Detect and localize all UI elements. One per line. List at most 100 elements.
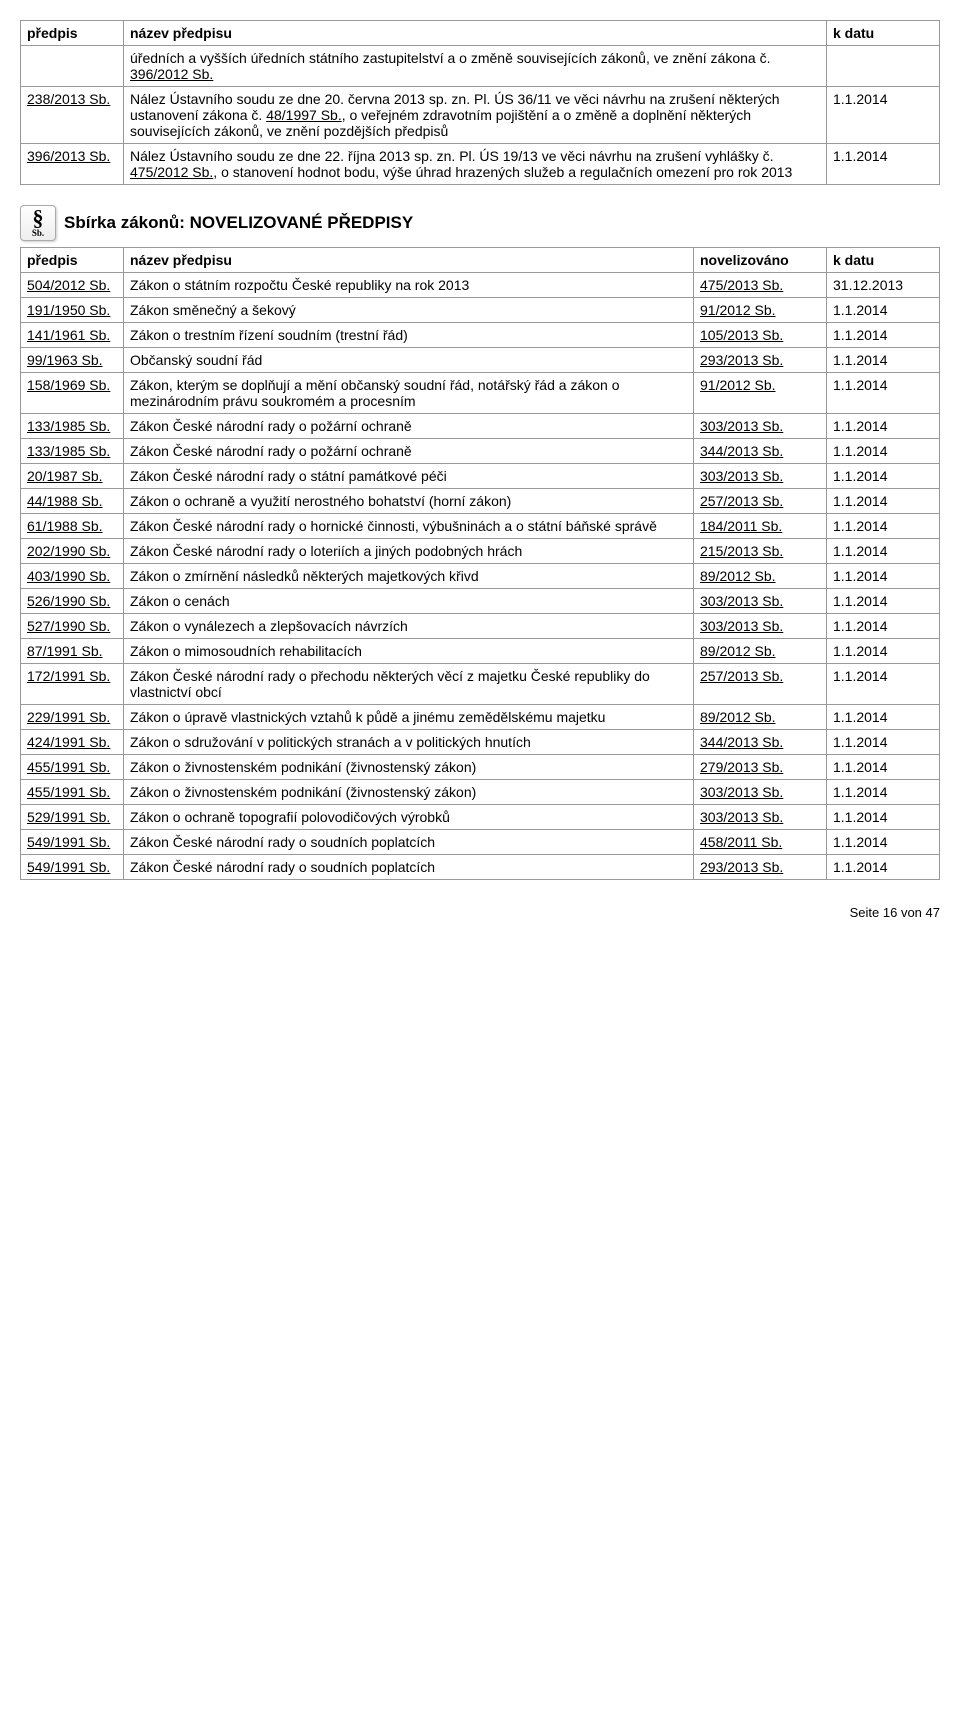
novel-link[interactable]: 91/2012 Sb. [700, 377, 776, 393]
cell-datum: 1.1.2014 [827, 664, 940, 705]
cell-nazev: Občanský soudní řád [124, 348, 694, 373]
inline-link[interactable]: 396/2012 Sb. [130, 66, 213, 82]
predpis-link[interactable]: 455/1991 Sb. [27, 759, 110, 775]
predpis-link[interactable]: 527/1990 Sb. [27, 618, 110, 634]
cell-novel: 293/2013 Sb. [694, 348, 827, 373]
cell-predpis: 403/1990 Sb. [21, 564, 124, 589]
predpis-link[interactable]: 61/1988 Sb. [27, 518, 103, 534]
cell-predpis: 20/1987 Sb. [21, 464, 124, 489]
page-number: Seite 16 von 47 [850, 905, 940, 920]
novel-link[interactable]: 184/2011 Sb. [700, 518, 782, 534]
cell-nazev: Nález Ústavního soudu ze dne 22. října 2… [124, 144, 827, 185]
cell-nazev: Zákon o mimosoudních rehabilitacích [124, 639, 694, 664]
cell-datum: 1.1.2014 [827, 373, 940, 414]
novel-link[interactable]: 279/2013 Sb. [700, 759, 783, 775]
predpis-link[interactable]: 191/1950 Sb. [27, 302, 110, 318]
novel-link[interactable]: 293/2013 Sb. [700, 352, 783, 368]
cell-nazev: Zákon o vynálezech a zlepšovacích návrzí… [124, 614, 694, 639]
table-row: 403/1990 Sb.Zákon o zmírnění následků ně… [21, 564, 940, 589]
table-row: 527/1990 Sb. Zákon o vynálezech a zlepšov… [21, 614, 940, 639]
table-row: 133/1985 Sb.Zákon České národní rady o p… [21, 439, 940, 464]
novel-link[interactable]: 303/2013 Sb. [700, 593, 783, 609]
cell-predpis: 549/1991 Sb. [21, 830, 124, 855]
table-row: 455/1991 Sb.Zákon o živnostenském podnik… [21, 780, 940, 805]
inline-link[interactable]: 48/1997 Sb. [266, 107, 342, 123]
predpis-link[interactable]: 141/1961 Sb. [27, 327, 110, 343]
novel-link[interactable]: 303/2013 Sb. [700, 418, 783, 434]
predpis-link[interactable]: 455/1991 Sb. [27, 784, 110, 800]
predpis-link[interactable]: 158/1969 Sb. [27, 377, 110, 393]
novel-link[interactable]: 303/2013 Sb. [700, 618, 783, 634]
cell-datum: 1.1.2014 [827, 464, 940, 489]
cell-novel: 91/2012 Sb. [694, 298, 827, 323]
cell-datum: 1.1.2014 [827, 323, 940, 348]
predpis-link[interactable]: 549/1991 Sb. [27, 834, 110, 850]
table-row: 526/1990 Sb.Zákon o cenách303/2013 Sb.1.… [21, 589, 940, 614]
novel-link[interactable]: 303/2013 Sb. [700, 468, 783, 484]
novel-link[interactable]: 293/2013 Sb. [700, 859, 783, 875]
predpis-link[interactable]: 99/1963 Sb. [27, 352, 103, 368]
table-predpisy-1: předpis název předpisu k datu úředních a… [20, 20, 940, 185]
cell-nazev: Zákon České národní rady o hornické činn… [124, 514, 694, 539]
predpis-link[interactable]: 529/1991 Sb. [27, 809, 110, 825]
cell-predpis: 527/1990 Sb. [21, 614, 124, 639]
table-row: 504/2012 Sb.Zákon o státním rozpočtu Čes… [21, 273, 940, 298]
cell-novel: 293/2013 Sb. [694, 855, 827, 880]
novel-link[interactable]: 105/2013 Sb. [700, 327, 783, 343]
table-row: 158/1969 Sb.Zákon, kterým se doplňují a … [21, 373, 940, 414]
novel-link[interactable]: 257/2013 Sb. [700, 493, 783, 509]
section-title: Sbírka zákonů: NOVELIZOVANÉ PŘEDPISY [64, 213, 413, 233]
novel-link[interactable]: 303/2013 Sb. [700, 809, 783, 825]
cell-novel: 475/2013 Sb. [694, 273, 827, 298]
predpis-link[interactable]: 172/1991 Sb. [27, 668, 110, 684]
predpis-link[interactable]: 44/1988 Sb. [27, 493, 103, 509]
predpis-link[interactable]: 133/1985 Sb. [27, 443, 110, 459]
predpis-link[interactable]: 238/2013 Sb. [27, 91, 110, 107]
predpis-link[interactable]: 396/2013 Sb. [27, 148, 110, 164]
novel-link[interactable]: 91/2012 Sb. [700, 302, 776, 318]
cell-novel: 344/2013 Sb. [694, 730, 827, 755]
table-row: 87/1991 Sb. Zákon o mimosoudních rehabili… [21, 639, 940, 664]
cell-nazev: Zákon o cenách [124, 589, 694, 614]
cell-predpis [21, 46, 124, 87]
predpis-link[interactable]: 202/1990 Sb. [27, 543, 110, 559]
predpis-link[interactable]: 229/1991 Sb. [27, 709, 110, 725]
cell-datum: 1.1.2014 [827, 144, 940, 185]
cell-novel: 184/2011 Sb. [694, 514, 827, 539]
predpis-link[interactable]: 133/1985 Sb. [27, 418, 110, 434]
cell-novel: 89/2012 Sb. [694, 639, 827, 664]
novel-link[interactable]: 257/2013 Sb. [700, 668, 783, 684]
predpis-link[interactable]: 403/1990 Sb. [27, 568, 110, 584]
novel-link[interactable]: 89/2012 Sb. [700, 643, 776, 659]
novel-link[interactable]: 458/2011 Sb. [700, 834, 782, 850]
predpis-link[interactable]: 504/2012 Sb. [27, 277, 110, 293]
cell-predpis: 61/1988 Sb. [21, 514, 124, 539]
predpis-link[interactable]: 549/1991 Sb. [27, 859, 110, 875]
cell-predpis: 44/1988 Sb. [21, 489, 124, 514]
novel-link[interactable]: 215/2013 Sb. [700, 543, 783, 559]
cell-novel: 257/2013 Sb. [694, 489, 827, 514]
novel-link[interactable]: 89/2012 Sb. [700, 709, 776, 725]
cell-nazev: Zákon o živnostenském podnikání (živnost… [124, 755, 694, 780]
cell-novel: 303/2013 Sb. [694, 805, 827, 830]
inline-link[interactable]: 475/2012 Sb. [130, 164, 213, 180]
predpis-link[interactable]: 20/1987 Sb. [27, 468, 103, 484]
novel-link[interactable]: 475/2013 Sb. [700, 277, 783, 293]
cell-datum: 1.1.2014 [827, 514, 940, 539]
cell-predpis: 133/1985 Sb. [21, 439, 124, 464]
novel-link[interactable]: 89/2012 Sb. [700, 568, 776, 584]
cell-datum: 31.12.2013 [827, 273, 940, 298]
cell-nazev: Zákon České národní rady o soudních popl… [124, 830, 694, 855]
predpis-link[interactable]: 424/1991 Sb. [27, 734, 110, 750]
novel-link[interactable]: 344/2013 Sb. [700, 734, 783, 750]
cell-nazev: Zákon směnečný a šekový [124, 298, 694, 323]
novel-link[interactable]: 344/2013 Sb. [700, 443, 783, 459]
cell-novel: 303/2013 Sb. [694, 589, 827, 614]
cell-novel: 89/2012 Sb. [694, 564, 827, 589]
predpis-link[interactable]: 87/1991 Sb. [27, 643, 103, 659]
cell-novel: 215/2013 Sb. [694, 539, 827, 564]
cell-datum: 1.1.2014 [827, 439, 940, 464]
cell-novel: 303/2013 Sb. [694, 614, 827, 639]
novel-link[interactable]: 303/2013 Sb. [700, 784, 783, 800]
predpis-link[interactable]: 526/1990 Sb. [27, 593, 110, 609]
